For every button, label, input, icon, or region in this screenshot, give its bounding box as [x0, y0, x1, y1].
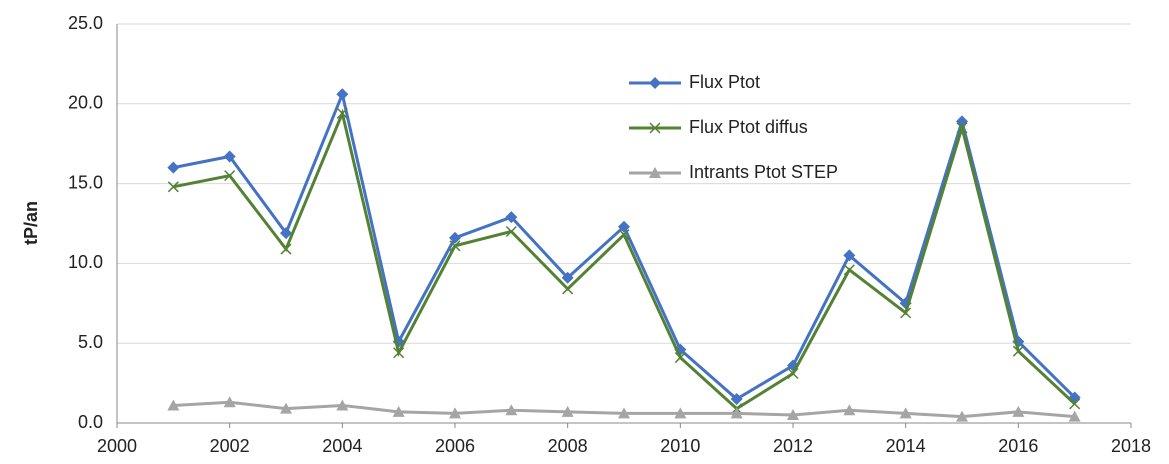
marker	[674, 352, 686, 364]
x-tick-label: 2012	[773, 436, 813, 456]
marker	[787, 367, 799, 380]
series-line	[173, 89, 1076, 401]
marker	[449, 231, 461, 244]
marker	[336, 107, 348, 119]
marker	[649, 167, 661, 178]
marker	[649, 77, 661, 89]
y-tick-label: 0.0	[78, 412, 103, 432]
marker	[1012, 405, 1025, 417]
marker	[900, 307, 912, 319]
marker	[1069, 398, 1081, 410]
marker	[649, 122, 661, 134]
marker	[956, 122, 968, 134]
marker	[167, 399, 180, 411]
marker	[730, 393, 743, 406]
y-tick-label: 5.0	[78, 332, 103, 352]
x-tick-label: 2010	[660, 436, 700, 456]
marker	[843, 249, 856, 262]
marker	[618, 229, 630, 241]
marker	[280, 402, 292, 414]
marker	[674, 407, 687, 419]
marker	[336, 399, 349, 411]
marker	[787, 409, 799, 421]
marker	[223, 150, 236, 163]
marker	[505, 404, 518, 416]
x-tick-label: 2004	[322, 436, 362, 456]
marker	[223, 396, 236, 408]
marker	[1012, 345, 1024, 357]
marker	[449, 240, 461, 252]
marker	[167, 181, 179, 193]
legend-label: Flux Ptot diffus	[689, 117, 808, 137]
marker	[505, 225, 517, 238]
marker	[505, 211, 518, 224]
marker	[280, 227, 292, 240]
marker	[392, 405, 405, 417]
x-tick-label: 2008	[548, 436, 588, 456]
marker	[393, 347, 405, 359]
marker	[843, 264, 855, 276]
y-tick-label: 10.0	[68, 252, 103, 272]
y-axis-label: tP/an	[21, 201, 41, 245]
marker	[561, 271, 574, 284]
marker	[449, 407, 461, 419]
series-line	[173, 108, 1076, 411]
x-tick-label: 2018	[1111, 436, 1151, 456]
y-tick-label: 20.0	[68, 93, 103, 113]
x-tick-label: 2016	[998, 436, 1038, 456]
marker	[843, 404, 856, 416]
marker	[730, 407, 743, 419]
marker	[224, 170, 236, 182]
legend-label: Intrants Ptot STEP	[689, 162, 838, 182]
marker	[561, 405, 574, 417]
x-tick-label: 2000	[97, 436, 137, 456]
marker	[618, 407, 630, 419]
x-tick-label: 2006	[435, 436, 475, 456]
marker	[1068, 410, 1081, 422]
marker	[336, 88, 349, 101]
marker	[562, 283, 574, 295]
x-tick-label: 2014	[886, 436, 926, 456]
marker	[618, 220, 630, 233]
marker	[956, 410, 968, 422]
marker	[280, 243, 292, 255]
marker	[167, 161, 180, 174]
y-tick-label: 15.0	[68, 172, 103, 192]
x-tick-label: 2002	[210, 436, 250, 456]
y-tick-label: 25.0	[68, 13, 103, 33]
legend-label: Flux Ptot	[689, 72, 760, 92]
marker	[899, 407, 912, 419]
